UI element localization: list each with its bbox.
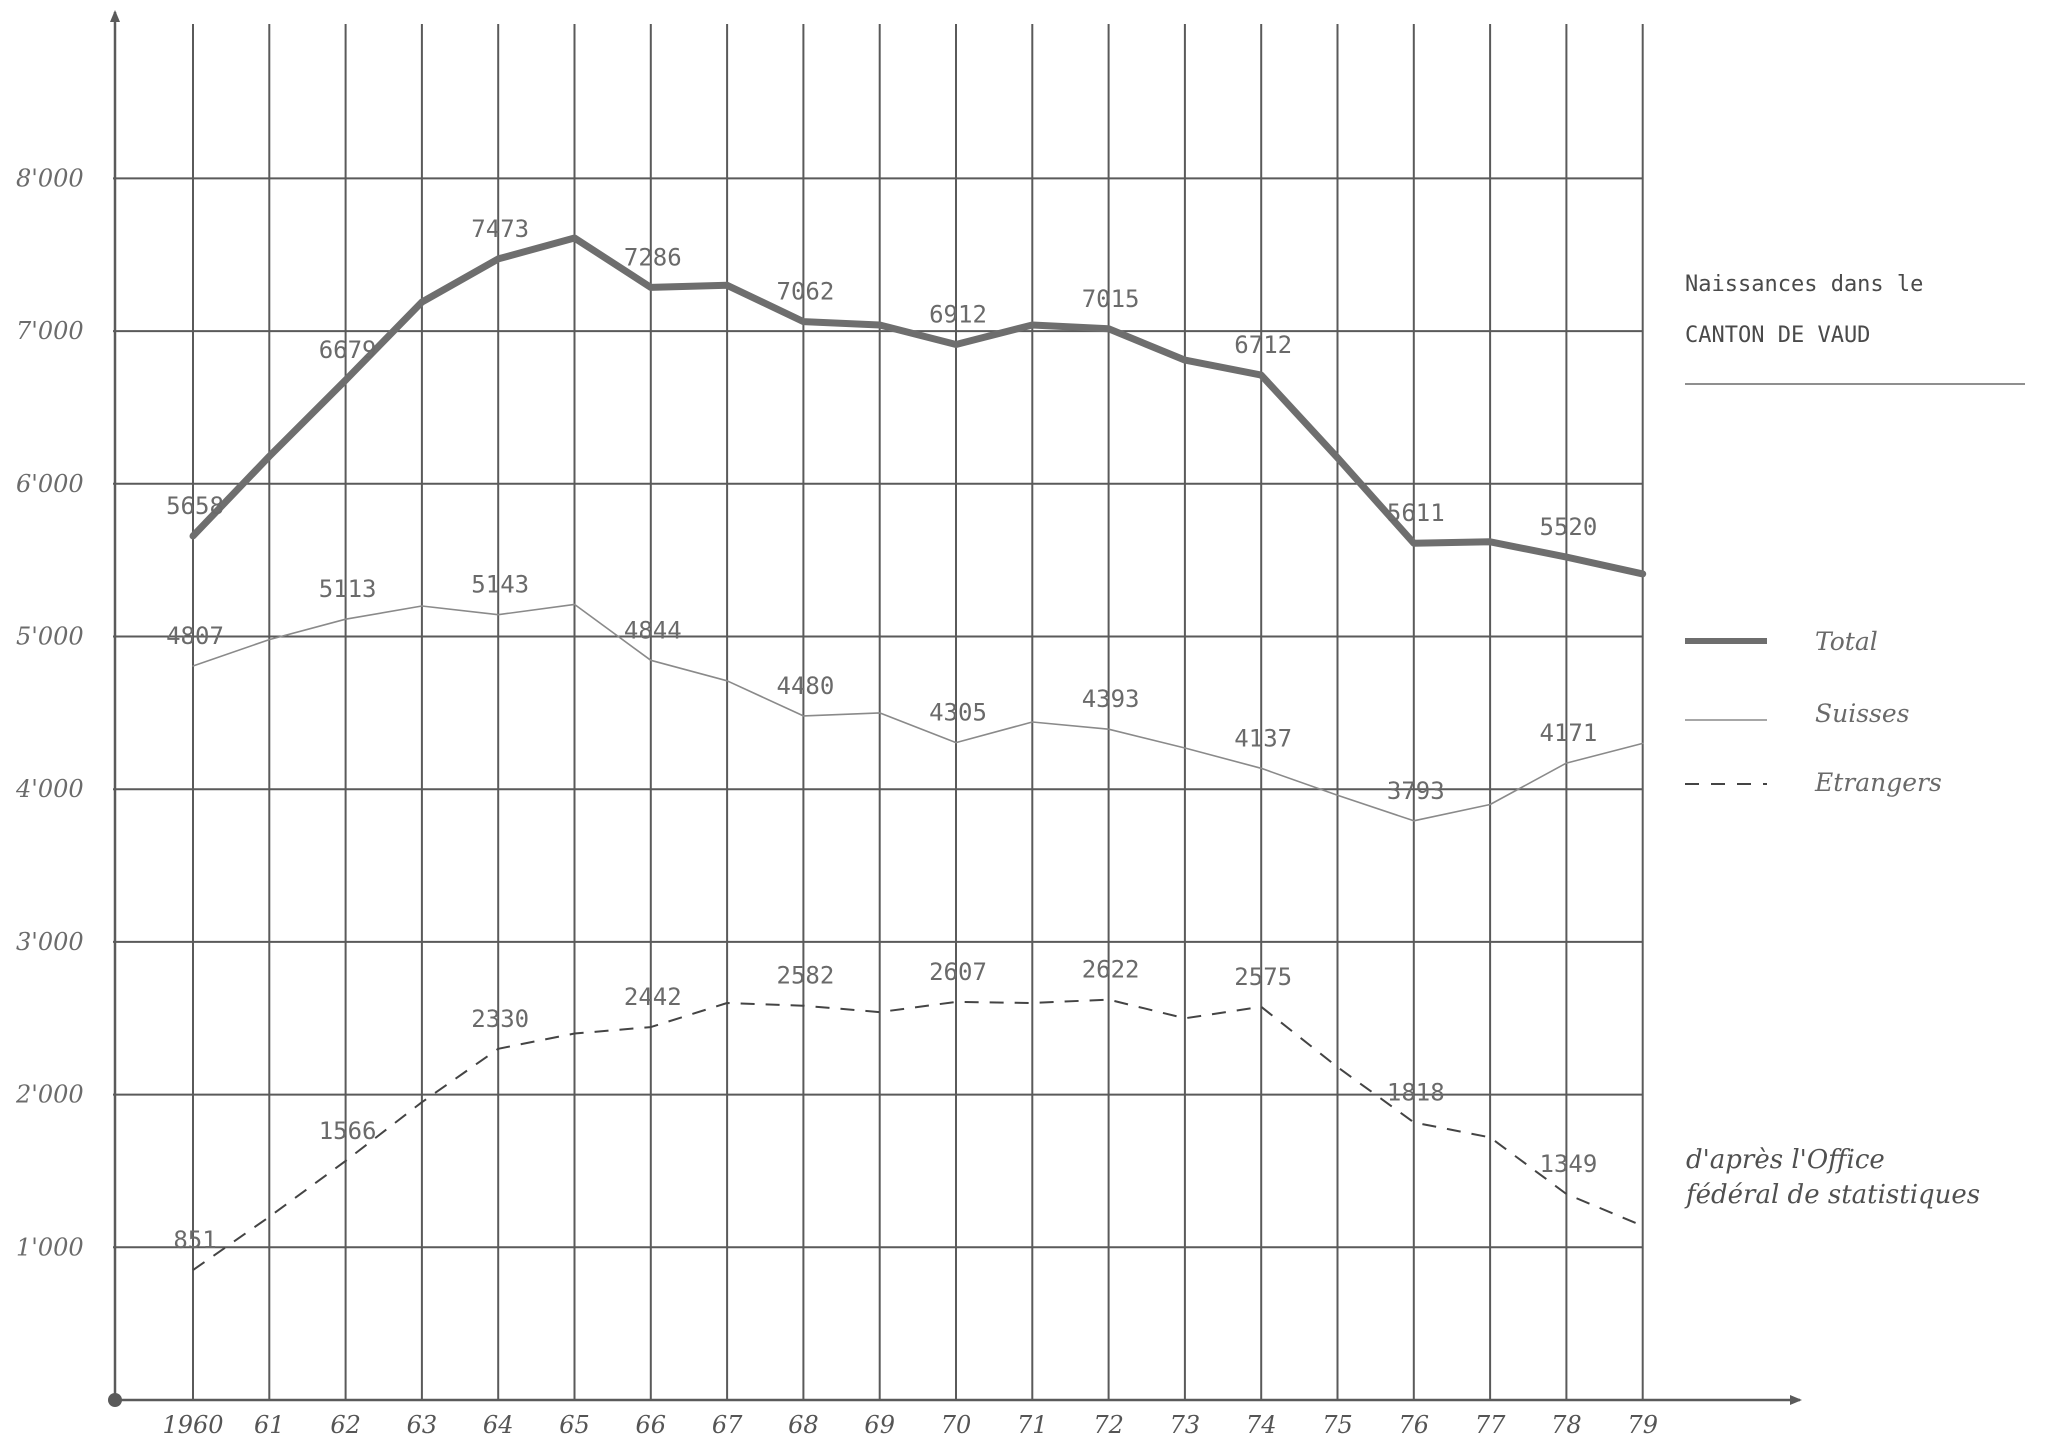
- y-tick-label: 8'000: [16, 164, 84, 192]
- data-label: 4137: [1234, 724, 1292, 752]
- y-tick-label: 1'000: [16, 1233, 84, 1261]
- x-tick-label: 69: [864, 1411, 895, 1439]
- legend-label-etrangers: Etrangers: [1814, 768, 1942, 797]
- data-label: 4844: [624, 616, 682, 644]
- x-tick-label: 66: [636, 1411, 667, 1439]
- series-lines: [189, 234, 1647, 1271]
- data-label: 4171: [1540, 719, 1598, 747]
- data-label: 7062: [777, 278, 835, 306]
- data-label: 5143: [471, 571, 529, 599]
- data-label: 1818: [1387, 1078, 1445, 1106]
- source-line-1: d'après l'Office: [1686, 1145, 1885, 1175]
- data-label: 4807: [166, 622, 224, 650]
- x-tick-label: 75: [1322, 1411, 1353, 1439]
- x-tick-label: 79: [1627, 1411, 1658, 1439]
- y-tick-label: 2'000: [15, 1081, 84, 1109]
- data-label: 4305: [929, 699, 987, 727]
- data-label: 851: [173, 1226, 216, 1254]
- x-tick-labels: 1960 61 62 63 64 65 66 67 68 69 70 71 72 73 74 75 76 77 78…: [162, 1411, 1658, 1439]
- data-label: 4480: [777, 672, 835, 700]
- x-tick-label: 71: [1017, 1411, 1048, 1439]
- data-label: 6679: [319, 336, 377, 364]
- x-tick-label: 74: [1246, 1411, 1277, 1439]
- chart-title-line-1: Naissances dans le: [1685, 272, 1923, 297]
- data-label: 7473: [471, 215, 529, 243]
- x-tick-label: 64: [483, 1411, 514, 1439]
- data-labels: 5658 6679 7473 7286 7062 6912 7015 6712 5611 5520…: [166, 215, 1597, 1254]
- y-tick-label: 6'000: [16, 470, 84, 498]
- data-label: 6912: [929, 301, 987, 329]
- series-line-total: [189, 234, 1647, 578]
- data-label: 4393: [1082, 685, 1140, 713]
- x-tick-label: 68: [788, 1411, 819, 1439]
- x-tick-label: 76: [1399, 1411, 1430, 1439]
- data-label: 2622: [1082, 956, 1140, 984]
- data-label: 6712: [1234, 331, 1292, 359]
- x-tick-label: 62: [330, 1411, 361, 1439]
- series-line-suisses: [192, 603, 1644, 822]
- data-label: 2442: [624, 983, 682, 1011]
- data-label: 1349: [1540, 1150, 1598, 1178]
- data-label: 5113: [319, 575, 377, 603]
- y-tick-label: 5'000: [16, 623, 84, 651]
- y-tick-label: 4'000: [15, 775, 84, 803]
- axes: [108, 10, 1802, 1407]
- data-label: 2330: [471, 1005, 529, 1033]
- data-label: 2575: [1234, 963, 1292, 991]
- data-label: 7286: [624, 243, 682, 271]
- data-label: 2607: [929, 958, 987, 986]
- data-label: 5520: [1540, 513, 1598, 541]
- x-tick-label: 73: [1170, 1411, 1201, 1439]
- legend-label-total: Total: [1815, 627, 1878, 656]
- x-tick-label: 70: [941, 1411, 972, 1439]
- x-tick-label: 78: [1551, 1411, 1582, 1439]
- data-label: 1566: [319, 1117, 377, 1145]
- source-note: d'après l'Office fédéral de statistiques: [1684, 1145, 1980, 1210]
- legend-label-suisses: Suisses: [1815, 699, 1910, 728]
- source-line-2: fédéral de statistiques: [1684, 1180, 1980, 1210]
- legend: Total Suisses Etrangers: [1685, 627, 1942, 797]
- x-tick-label: 65: [559, 1411, 590, 1439]
- y-tick-label: 7'000: [16, 317, 84, 345]
- x-tick-label: 67: [712, 1411, 743, 1439]
- x-tick-label: 1960: [162, 1411, 223, 1439]
- x-tick-label: 63: [407, 1411, 438, 1439]
- data-label: 2582: [777, 962, 835, 990]
- chart-title-line-2: CANTON DE VAUD: [1685, 323, 1870, 348]
- series-line-etrangers: [192, 998, 1644, 1271]
- x-tick-label: 72: [1093, 1411, 1124, 1439]
- y-tick-labels: 1'000 2'000 3'000 4'000 5'000 6'000 7'000 8'000: [15, 164, 84, 1261]
- data-label: 5658: [166, 492, 224, 520]
- axis-origin-dot: [108, 1393, 122, 1407]
- x-tick-label: 61: [254, 1411, 285, 1439]
- data-label: 3793: [1387, 777, 1445, 805]
- data-label: 7015: [1082, 285, 1140, 313]
- chart-title: Naissances dans le CANTON DE VAUD: [1685, 272, 2025, 385]
- x-tick-label: 77: [1475, 1411, 1506, 1439]
- y-tick-label: 3'000: [16, 928, 84, 956]
- grid: [113, 24, 1644, 1400]
- data-label: 5611: [1387, 499, 1445, 527]
